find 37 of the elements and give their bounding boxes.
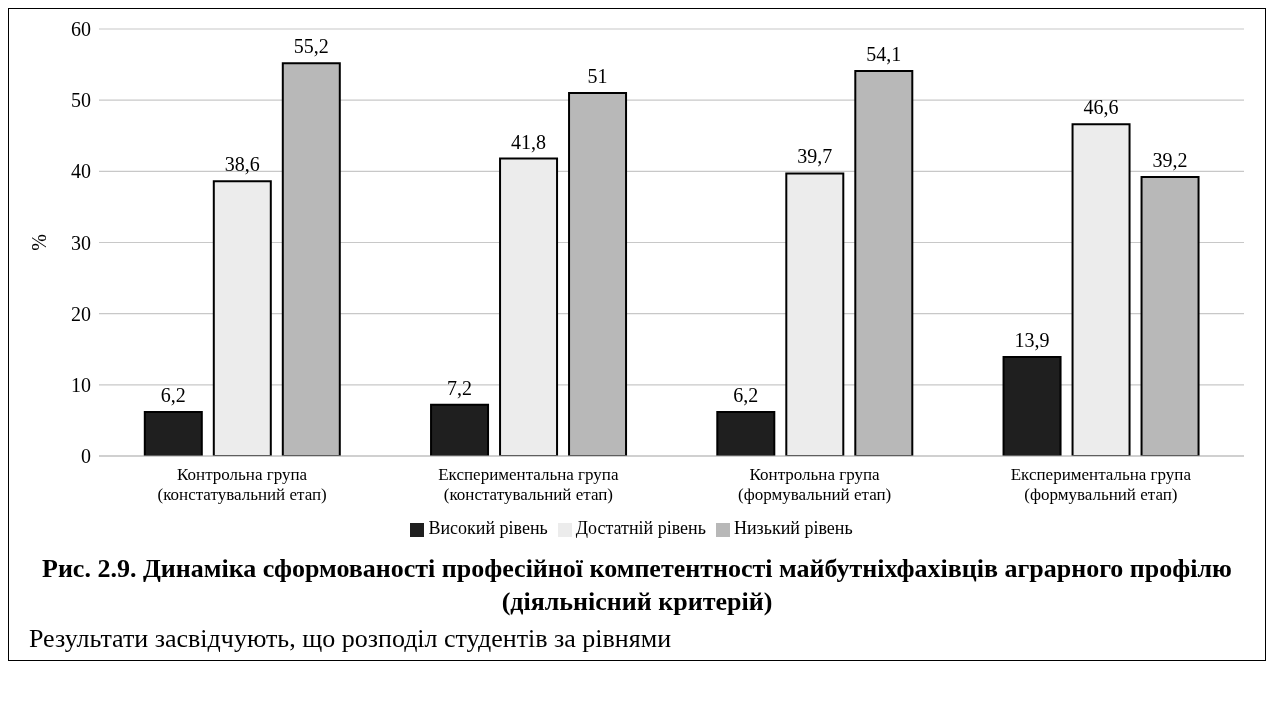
data-label: 41,8: [511, 130, 547, 153]
y-axis-title: %: [28, 234, 51, 251]
x-tick-label: Контрольна група (констатувальний етап): [157, 465, 327, 504]
text: Рис. 2.9. Динаміка сформованості професійної компетентності майбутніхфахівців аграрного профілю (діяльнісний критерій): [41, 553, 1233, 618]
bar: [1002, 356, 1062, 456]
data-label: 6,2: [733, 383, 759, 406]
y-tick-label: 30: [71, 231, 91, 254]
data-label: 55,2: [293, 35, 329, 58]
bar: [785, 172, 845, 456]
bar: [430, 403, 490, 456]
data-label: 46,6: [1083, 96, 1119, 119]
legend-label: Високий рівень: [428, 518, 548, 538]
legend-label: Низький рівень: [733, 518, 853, 538]
y-tick-label: 60: [71, 18, 91, 41]
y-tick-label: 40: [71, 160, 91, 183]
data-label: 39,2: [1152, 149, 1188, 172]
data-label: 6,2: [160, 383, 186, 406]
y-tick-label: 20: [71, 302, 91, 325]
y-tick-label: 50: [71, 89, 91, 112]
y-tick-label: 10: [71, 373, 91, 396]
data-label: 51: [587, 65, 608, 88]
bar: [212, 180, 272, 456]
y-tick-label: 0: [81, 445, 91, 468]
x-tick-label: Експериментальна група (констатувальний етап): [438, 465, 619, 504]
data-label: 39,7: [797, 145, 833, 168]
data-label: 7,2: [447, 376, 473, 399]
x-tick-label: Експериментальна група (формувальний етап): [1010, 465, 1192, 504]
legend-label: Достатній рівень: [575, 518, 706, 538]
bar: [716, 410, 776, 456]
bar: [499, 157, 559, 456]
x-tick-label: Контрольна група (формувальний етап): [738, 465, 892, 504]
data-label: 13,9: [1014, 329, 1050, 352]
data-label: 54,1: [866, 42, 902, 65]
bar: [1071, 123, 1131, 456]
text: Результати засвідчують, що розподіл студентів за рівнями: [28, 623, 673, 655]
bar: [143, 410, 203, 456]
data-label: 38,6: [224, 153, 260, 176]
